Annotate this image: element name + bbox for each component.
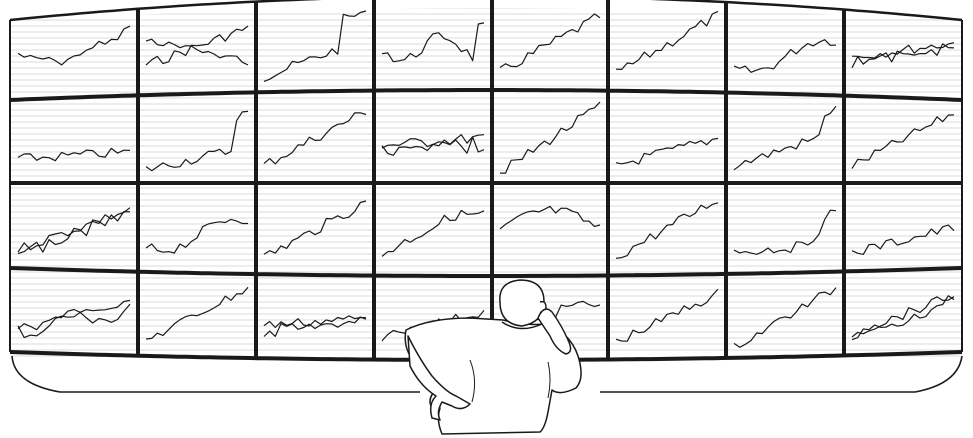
trader-left-arm — [407, 335, 471, 421]
video-wall — [9, 0, 963, 362]
panel-chart-line — [733, 209, 837, 255]
trader-head — [499, 279, 545, 327]
panel-chart-line — [499, 205, 601, 230]
panel-chart-line — [263, 316, 367, 337]
panel-chart-line — [733, 287, 837, 348]
trader-right-arm-raised — [537, 308, 572, 355]
panel-chart-line — [145, 25, 249, 66]
panel-chart-line — [851, 296, 955, 338]
panel-chart-line — [615, 10, 719, 70]
panel-chart-line — [851, 114, 955, 169]
panel-chart-line — [851, 43, 955, 69]
wall-scanlines — [10, 8, 962, 357]
panel-chart-line — [17, 303, 131, 339]
frame-bar-horizontal — [9, 88, 963, 102]
panel-chart-line — [733, 39, 837, 73]
panel-chart-line — [615, 202, 719, 259]
panel-charts — [17, 10, 955, 348]
panel-chart-line — [17, 147, 131, 162]
panel-chart-line — [17, 299, 131, 331]
trader-collar — [501, 321, 543, 330]
panel-chart-line — [851, 224, 955, 255]
panel-chart-line — [381, 22, 485, 63]
panel-chart-line — [733, 105, 837, 171]
panel-chart-line — [145, 38, 249, 66]
panel-chart-line — [17, 211, 131, 255]
panel-chart-line — [263, 200, 367, 255]
panel-chart-line — [500, 101, 601, 174]
panel-chart-line — [145, 110, 249, 172]
panel-chart-line — [381, 136, 485, 156]
console-desk — [11, 355, 963, 393]
panel-chart-line — [145, 218, 248, 254]
trader-figure — [404, 279, 582, 435]
panel-chart-line — [17, 207, 131, 253]
panel-chart-line — [145, 286, 249, 340]
panel-chart-line — [263, 315, 367, 329]
panel-chart-line — [381, 209, 485, 257]
frame-bar-horizontal — [9, 0, 963, 22]
frame-bar-horizontal — [9, 266, 963, 278]
trader-back-crease — [469, 359, 551, 403]
panel-chart-line — [17, 25, 131, 66]
panel-chart-line — [851, 42, 955, 59]
panel-chart-line — [499, 13, 601, 69]
panel-chart-line — [615, 288, 719, 342]
panel-chart-line — [615, 137, 719, 165]
panel-chart-line — [263, 10, 367, 82]
panel-chart-line — [851, 295, 955, 341]
panel-chart-line — [263, 112, 367, 165]
